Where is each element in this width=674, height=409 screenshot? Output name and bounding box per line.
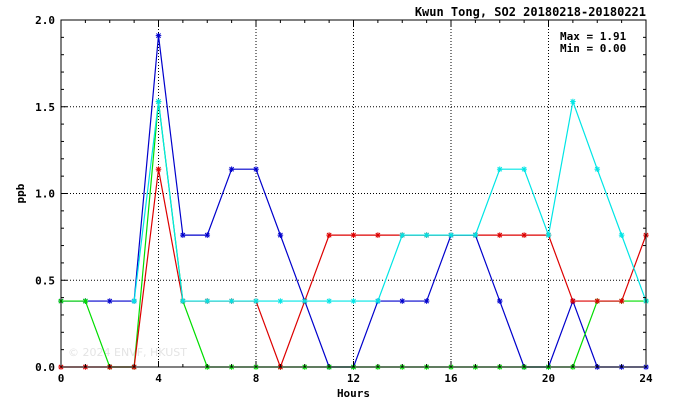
data-point (521, 232, 527, 238)
x-tick-label: 4 (155, 372, 162, 385)
series-3 (131, 98, 649, 304)
y-tick-label: 0.0 (35, 361, 55, 374)
y-tick-label: 1.0 (35, 188, 55, 201)
data-point (253, 298, 259, 304)
data-point (618, 232, 625, 238)
data-point (350, 298, 357, 304)
y-axis-label: ppb (14, 183, 27, 203)
x-tick-labels: 0 4 8 12 16 20 24 (58, 372, 653, 385)
data-point (570, 98, 576, 105)
data-point (496, 166, 503, 173)
data-point (326, 298, 332, 304)
data-point (472, 232, 479, 238)
data-point (399, 298, 406, 304)
tick-marks (60, 19, 647, 368)
data-point (228, 166, 235, 173)
data-point (375, 232, 381, 238)
data-point (180, 298, 186, 304)
data-point (228, 298, 235, 304)
data-point (594, 298, 601, 304)
data-point (204, 298, 211, 304)
watermark: © 2024 ENVF, HKUST (68, 346, 187, 359)
data-point (180, 232, 186, 238)
chart-title: Kwun Tong, SO2 20180218-20180221 (415, 5, 646, 19)
data-point (277, 298, 284, 304)
y-tick-label: 0.5 (35, 274, 55, 287)
data-point (253, 166, 259, 173)
data-point (448, 232, 454, 238)
grid (61, 20, 646, 367)
stat-max: Max = 1.91 (560, 30, 627, 43)
data-point (155, 98, 162, 105)
series-line (133, 99, 647, 302)
data-point (301, 298, 308, 304)
x-tick-label: 16 (444, 372, 458, 385)
data-point (496, 298, 503, 304)
data-point (594, 166, 601, 173)
data-point (570, 298, 576, 304)
series-line (61, 169, 647, 369)
y-tick-labels: 0.0 0.5 1.0 1.5 2.0 (35, 14, 55, 374)
data-point (423, 232, 430, 238)
y-tick-label: 1.5 (35, 101, 55, 114)
data-point (375, 298, 381, 304)
x-tick-label: 20 (542, 372, 555, 385)
data-point (106, 298, 113, 304)
x-tick-label: 24 (639, 372, 653, 385)
data-point (155, 166, 162, 173)
data-point (545, 232, 552, 238)
data-point (326, 232, 332, 238)
data-point (521, 166, 527, 173)
data-point (496, 232, 503, 238)
x-axis-label: Hours (337, 387, 370, 400)
data-point (131, 298, 137, 304)
data-point (399, 232, 406, 238)
x-tick-label: 8 (253, 372, 260, 385)
data-point (155, 32, 162, 39)
data-point (350, 232, 357, 238)
x-tick-label: 12 (347, 372, 360, 385)
data-point (82, 298, 89, 304)
data-point (618, 298, 625, 304)
data-point (423, 298, 430, 304)
x-tick-label: 0 (58, 372, 65, 385)
data-point (204, 232, 211, 238)
stat-min: Min = 0.00 (560, 42, 626, 55)
data-point (277, 232, 284, 238)
y-tick-label: 2.0 (35, 14, 55, 27)
